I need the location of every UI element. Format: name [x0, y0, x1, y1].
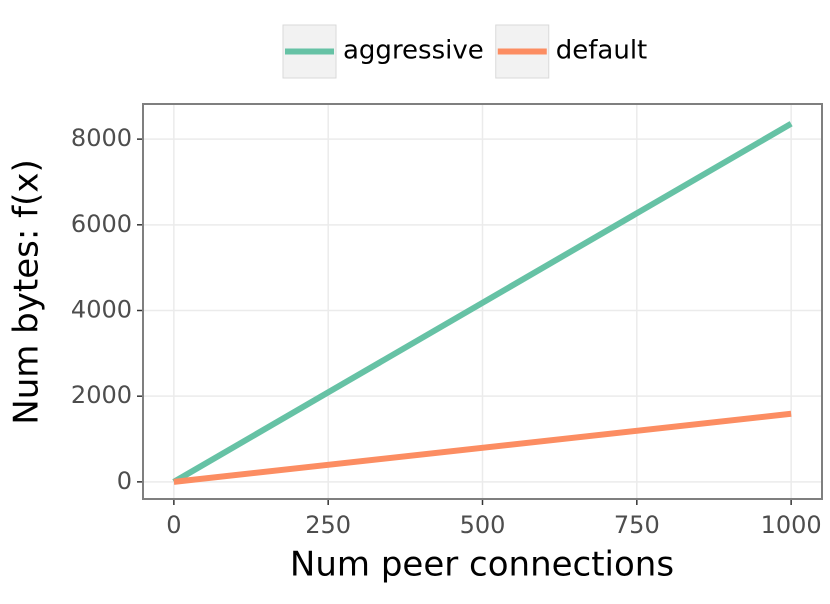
x-tick-label: 1000 — [761, 511, 822, 539]
legend-label: aggressive — [343, 36, 484, 66]
plot-border — [142, 103, 823, 500]
x-tick-label: 250 — [305, 511, 351, 539]
x-axis-label: Num peer connections — [290, 545, 674, 585]
x-tick-label: 0 — [166, 511, 181, 539]
y-tick-label: 8000 — [71, 124, 132, 152]
line — [173, 410, 792, 485]
y-axis-label: Num bytes: f(x) — [7, 159, 47, 424]
legend-label: default — [556, 36, 647, 66]
y-tick-label: 6000 — [71, 210, 132, 238]
x-tick-label: 750 — [614, 511, 660, 539]
x-tick-label: 500 — [460, 511, 506, 539]
line — [172, 121, 793, 485]
y-tick-label: 2000 — [71, 381, 132, 409]
y-tick-label: 4000 — [71, 295, 132, 323]
y-tick-label: 0 — [117, 467, 132, 495]
